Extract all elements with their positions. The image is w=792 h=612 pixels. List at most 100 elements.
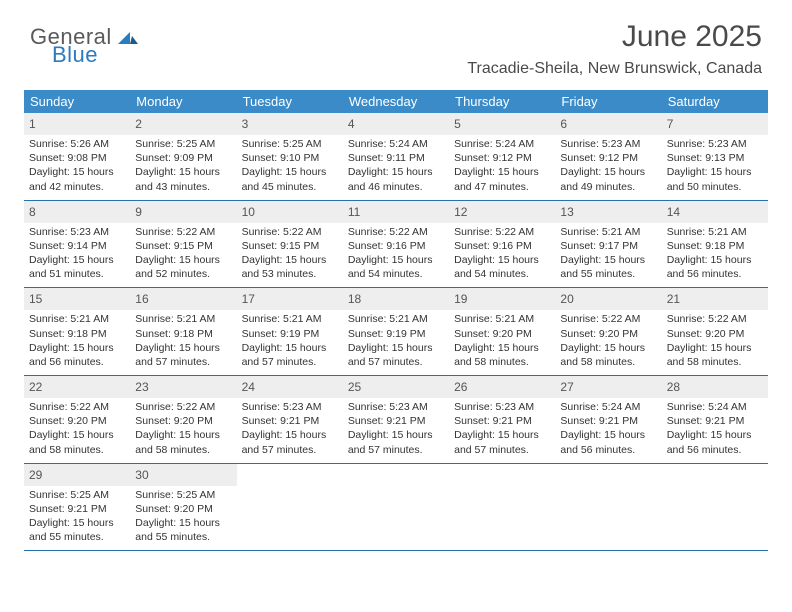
- daylight-text: Daylight: 15 hours and 42 minutes.: [29, 165, 125, 193]
- day-cell: 14Sunrise: 5:21 AMSunset: 9:18 PMDayligh…: [662, 201, 768, 288]
- sunset-text: Sunset: 9:14 PM: [29, 239, 125, 253]
- day-number: 17: [242, 292, 255, 306]
- day-number: 2: [135, 117, 142, 131]
- day-number-row: 5: [449, 113, 555, 135]
- day-cell: [343, 464, 449, 551]
- day-number: 3: [242, 117, 249, 131]
- day-cell: 1Sunrise: 5:26 AMSunset: 9:08 PMDaylight…: [24, 113, 130, 200]
- day-number: 1: [29, 117, 36, 131]
- daylight-text: Daylight: 15 hours and 50 minutes.: [667, 165, 763, 193]
- daylight-text: Daylight: 15 hours and 47 minutes.: [454, 165, 550, 193]
- day-number: 29: [29, 468, 42, 482]
- sunset-text: Sunset: 9:13 PM: [667, 151, 763, 165]
- day-cell: [555, 464, 661, 551]
- daylight-text: Daylight: 15 hours and 49 minutes.: [560, 165, 656, 193]
- daylight-text: Daylight: 15 hours and 56 minutes.: [29, 341, 125, 369]
- day-number: 30: [135, 468, 148, 482]
- day-number: 27: [560, 380, 573, 394]
- daylight-text: Daylight: 15 hours and 54 minutes.: [348, 253, 444, 281]
- title-block: June 2025 Tracadie-Sheila, New Brunswick…: [467, 20, 762, 78]
- sunrise-text: Sunrise: 5:25 AM: [135, 137, 231, 151]
- daylight-text: Daylight: 15 hours and 57 minutes.: [348, 428, 444, 456]
- day-number-row: 18: [343, 288, 449, 310]
- day-number-row: 19: [449, 288, 555, 310]
- day-number: 22: [29, 380, 42, 394]
- sunrise-text: Sunrise: 5:22 AM: [667, 312, 763, 326]
- day-number-row: 21: [662, 288, 768, 310]
- daylight-text: Daylight: 15 hours and 58 minutes.: [560, 341, 656, 369]
- day-number: 23: [135, 380, 148, 394]
- day-number-row: 23: [130, 376, 236, 398]
- day-number-row: 8: [24, 201, 130, 223]
- day-cell: 4Sunrise: 5:24 AMSunset: 9:11 PMDaylight…: [343, 113, 449, 200]
- day-cell: 5Sunrise: 5:24 AMSunset: 9:12 PMDaylight…: [449, 113, 555, 200]
- daylight-text: Daylight: 15 hours and 57 minutes.: [242, 341, 338, 369]
- sunset-text: Sunset: 9:21 PM: [29, 502, 125, 516]
- daylight-text: Daylight: 15 hours and 58 minutes.: [667, 341, 763, 369]
- day-cell: 21Sunrise: 5:22 AMSunset: 9:20 PMDayligh…: [662, 288, 768, 375]
- day-cell: 11Sunrise: 5:22 AMSunset: 9:16 PMDayligh…: [343, 201, 449, 288]
- day-cell: 28Sunrise: 5:24 AMSunset: 9:21 PMDayligh…: [662, 376, 768, 463]
- daylight-text: Daylight: 15 hours and 51 minutes.: [29, 253, 125, 281]
- day-cell: 7Sunrise: 5:23 AMSunset: 9:13 PMDaylight…: [662, 113, 768, 200]
- week-row: 8Sunrise: 5:23 AMSunset: 9:14 PMDaylight…: [24, 201, 768, 289]
- day-number-row: 24: [237, 376, 343, 398]
- daylight-text: Daylight: 15 hours and 57 minutes.: [242, 428, 338, 456]
- sunset-text: Sunset: 9:20 PM: [560, 327, 656, 341]
- daylight-text: Daylight: 15 hours and 56 minutes.: [667, 253, 763, 281]
- sunrise-text: Sunrise: 5:23 AM: [29, 225, 125, 239]
- weekday-label: Tuesday: [237, 90, 343, 113]
- daylight-text: Daylight: 15 hours and 57 minutes.: [454, 428, 550, 456]
- day-number-row: 11: [343, 201, 449, 223]
- sunrise-text: Sunrise: 5:23 AM: [667, 137, 763, 151]
- day-cell: [662, 464, 768, 551]
- day-number: 14: [667, 205, 680, 219]
- sunset-text: Sunset: 9:12 PM: [560, 151, 656, 165]
- day-number: 19: [454, 292, 467, 306]
- sunrise-text: Sunrise: 5:22 AM: [560, 312, 656, 326]
- sunrise-text: Sunrise: 5:25 AM: [135, 488, 231, 502]
- day-cell: 30Sunrise: 5:25 AMSunset: 9:20 PMDayligh…: [130, 464, 236, 551]
- daylight-text: Daylight: 15 hours and 58 minutes.: [454, 341, 550, 369]
- sunrise-text: Sunrise: 5:21 AM: [667, 225, 763, 239]
- daylight-text: Daylight: 15 hours and 46 minutes.: [348, 165, 444, 193]
- day-cell: 20 Sunrise: 5:22 AMSunset: 9:20 PMDayligh…: [555, 288, 661, 375]
- daylight-text: Daylight: 15 hours and 58 minutes.: [135, 428, 231, 456]
- day-number-row: 15: [24, 288, 130, 310]
- sunrise-text: Sunrise: 5:25 AM: [29, 488, 125, 502]
- sunset-text: Sunset: 9:17 PM: [560, 239, 656, 253]
- week-row: 29Sunrise: 5:25 AMSunset: 9:21 PMDayligh…: [24, 464, 768, 552]
- day-cell: 25Sunrise: 5:23 AMSunset: 9:21 PMDayligh…: [343, 376, 449, 463]
- day-cell: 10Sunrise: 5:22 AMSunset: 9:15 PMDayligh…: [237, 201, 343, 288]
- sunrise-text: Sunrise: 5:23 AM: [454, 400, 550, 414]
- day-number: 6: [560, 117, 567, 131]
- day-cell: 2Sunrise: 5:25 AMSunset: 9:09 PMDaylight…: [130, 113, 236, 200]
- day-cell: 24Sunrise: 5:23 AMSunset: 9:21 PMDayligh…: [237, 376, 343, 463]
- sunrise-text: Sunrise: 5:25 AM: [242, 137, 338, 151]
- sunrise-text: Sunrise: 5:24 AM: [667, 400, 763, 414]
- sunrise-text: Sunrise: 5:22 AM: [135, 225, 231, 239]
- sunrise-text: Sunrise: 5:21 AM: [560, 225, 656, 239]
- daylight-text: Daylight: 15 hours and 43 minutes.: [135, 165, 231, 193]
- day-number-row: 3: [237, 113, 343, 135]
- day-number: 9: [135, 205, 142, 219]
- daylight-text: Daylight: 15 hours and 55 minutes.: [560, 253, 656, 281]
- day-cell: 9Sunrise: 5:22 AMSunset: 9:15 PMDaylight…: [130, 201, 236, 288]
- day-cell: 15Sunrise: 5:21 AMSunset: 9:18 PMDayligh…: [24, 288, 130, 375]
- day-number: 11: [348, 205, 360, 219]
- daylight-text: Daylight: 15 hours and 57 minutes.: [135, 341, 231, 369]
- day-number-row: 22: [24, 376, 130, 398]
- day-cell: 12Sunrise: 5:22 AMSunset: 9:16 PMDayligh…: [449, 201, 555, 288]
- sunset-text: Sunset: 9:18 PM: [29, 327, 125, 341]
- sunrise-text: Sunrise: 5:22 AM: [135, 400, 231, 414]
- day-number: 20: [560, 292, 573, 306]
- weekday-label: Thursday: [449, 90, 555, 113]
- sunrise-text: Sunrise: 5:22 AM: [29, 400, 125, 414]
- day-cell: 27Sunrise: 5:24 AMSunset: 9:21 PMDayligh…: [555, 376, 661, 463]
- sunset-text: Sunset: 9:18 PM: [135, 327, 231, 341]
- day-number: 26: [454, 380, 467, 394]
- daylight-text: Daylight: 15 hours and 52 minutes.: [135, 253, 231, 281]
- sunset-text: Sunset: 9:15 PM: [242, 239, 338, 253]
- weekday-header: Sunday Monday Tuesday Wednesday Thursday…: [24, 90, 768, 113]
- sunset-text: Sunset: 9:12 PM: [454, 151, 550, 165]
